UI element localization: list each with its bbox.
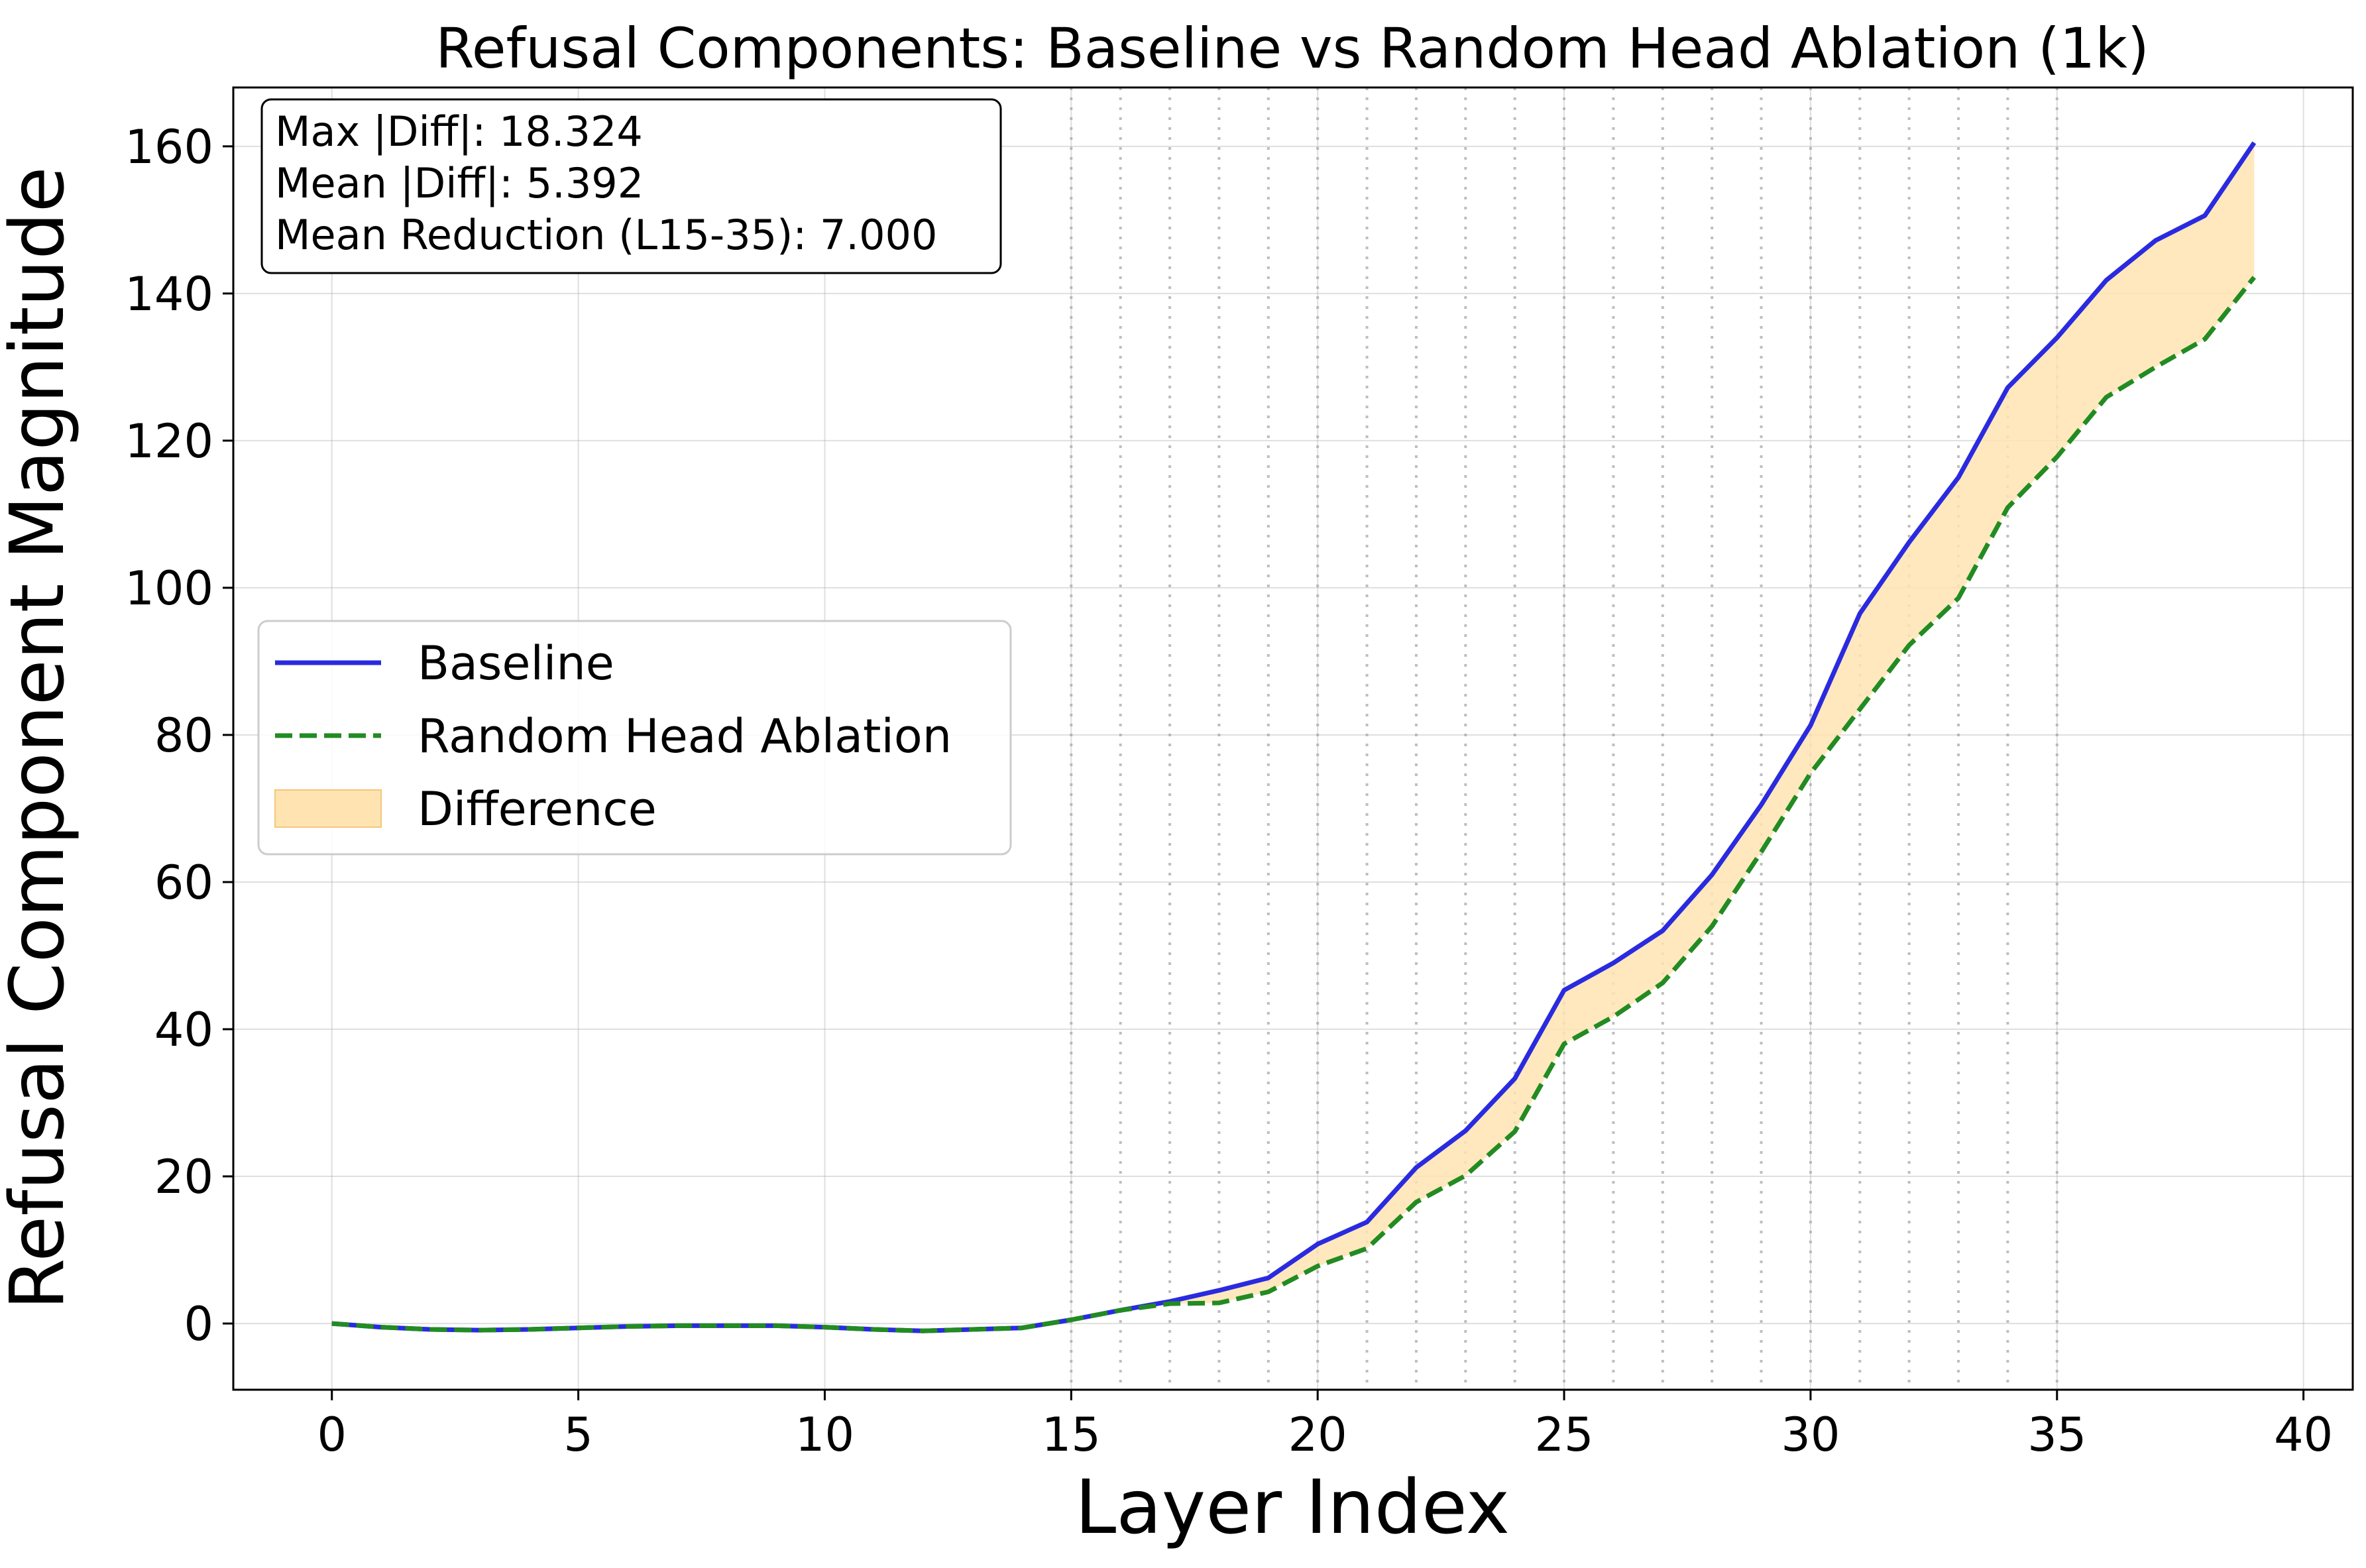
legend-label-random-head-ablation: Random Head Ablation	[418, 709, 952, 763]
x-tick-label: 0	[317, 1408, 347, 1462]
legend-frame	[257, 620, 1012, 856]
ablation-markers	[1070, 87, 2058, 1390]
y-tick-label: 40	[154, 1003, 213, 1057]
x-tick-label: 10	[795, 1408, 854, 1462]
legend-label-baseline: Baseline	[418, 636, 614, 691]
y-tick-label: 0	[184, 1297, 213, 1351]
x-axis-ticks: 0 5 10 15 20 25 30 35 40	[317, 1390, 2333, 1462]
y-tick-label: 60	[154, 856, 213, 910]
y-tick-label: 140	[125, 267, 213, 321]
stats-mean-reduction: Mean Reduction (L15-35): 7.000	[275, 211, 937, 259]
y-axis-label: Refusal Component Magnitude	[0, 166, 81, 1310]
series-line-random-head-ablation	[331, 276, 2257, 1333]
legend-label-difference: Difference	[418, 782, 657, 836]
x-tick-label: 15	[1042, 1408, 1101, 1462]
stats-max-diff: Max |Diff|: 18.324	[275, 107, 643, 156]
x-tick-label: 5	[563, 1408, 593, 1462]
y-axis-ticks: 0 20 40 60 80 100 120 140 160	[125, 120, 233, 1351]
y-tick-label: 80	[154, 708, 213, 763]
x-tick-label: 35	[2027, 1408, 2086, 1462]
x-tick-label: 30	[1781, 1408, 1840, 1462]
legend: Baseline Random Head Ablation Difference	[257, 620, 1012, 856]
stats-mean-diff: Mean |Diff|: 5.392	[275, 159, 644, 208]
stats-box-frame	[260, 98, 1002, 274]
grid	[233, 87, 2353, 1390]
x-axis-label: Layer Index	[1075, 1465, 1510, 1551]
stats-box: Max |Diff|: 18.324 Mean |Diff|: 5.392 Me…	[260, 98, 1002, 274]
y-tick-label: 100	[125, 561, 213, 616]
plot-frame	[232, 86, 2354, 1391]
y-tick-label: 120	[125, 414, 213, 469]
y-tick-label: 160	[125, 120, 213, 174]
x-tick-label: 25	[1535, 1408, 1594, 1462]
legend-swatch-difference	[274, 789, 382, 828]
x-tick-label: 20	[1288, 1408, 1347, 1462]
x-tick-label: 40	[2274, 1408, 2333, 1462]
chart-title: Refusal Components: Baseline vs Random H…	[435, 16, 2149, 81]
y-tick-label: 20	[154, 1150, 213, 1204]
